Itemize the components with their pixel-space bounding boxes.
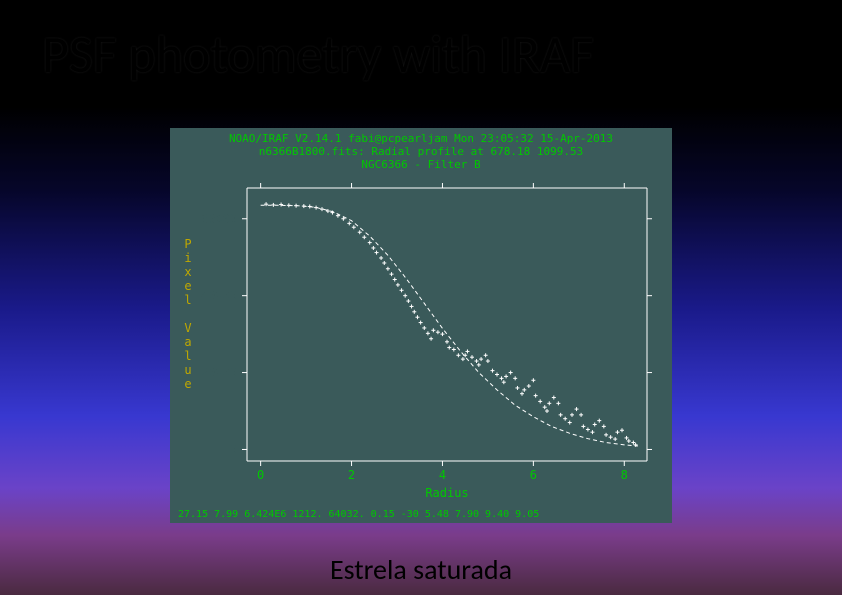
x-tick-label: 8 — [621, 468, 628, 482]
y-axis-label-char: a — [184, 335, 191, 349]
y-tick-label: 60000 — [201, 212, 237, 226]
slide-caption: Estrela saturada — [0, 552, 842, 587]
y-axis-label-char: u — [184, 363, 191, 377]
x-tick-label: 4 — [439, 468, 446, 482]
radial-profile-chart: NOAO/IRAF V2.14.1 fabi@pcpearljam Mon 23… — [170, 128, 672, 523]
y-axis-label-char: P — [184, 237, 191, 251]
y-axis-label-char: x — [184, 265, 191, 279]
x-axis-label: Radius — [425, 486, 468, 500]
y-axis-label-char: V — [184, 321, 191, 335]
y-tick-label: 40000 — [201, 289, 237, 303]
y-tick-label: 20000 — [201, 366, 237, 380]
y-axis-label-char: e — [184, 377, 191, 391]
y-tick-label: 0 — [230, 442, 237, 456]
chart-header-line: NOAO/IRAF V2.14.1 fabi@pcpearljam Mon 23… — [229, 132, 613, 145]
y-axis-label-char: i — [184, 251, 191, 265]
y-axis-label-char: l — [184, 293, 191, 307]
slide: PSF photometry with IRAF NOAO/IRAF V2.14… — [0, 0, 842, 595]
x-tick-label: 6 — [530, 468, 537, 482]
chart-header-line: n6366B1800.fits: Radial profile at 678.1… — [259, 145, 584, 158]
iraf-plot-window: NOAO/IRAF V2.14.1 fabi@pcpearljam Mon 23… — [170, 128, 672, 523]
y-axis-label-char: l — [184, 349, 191, 363]
x-tick-label: 2 — [348, 468, 355, 482]
slide-title: PSF photometry with IRAF — [42, 22, 594, 86]
x-tick-label: 0 — [257, 468, 264, 482]
status-line: 27.15 7.99 6.424E6 1212. 64032. 0.15 -30… — [178, 509, 539, 520]
fitted-profile-curve — [261, 205, 638, 446]
y-axis-label-char: e — [184, 279, 191, 293]
chart-header-line: NGC6366 - Filter B — [361, 158, 481, 171]
